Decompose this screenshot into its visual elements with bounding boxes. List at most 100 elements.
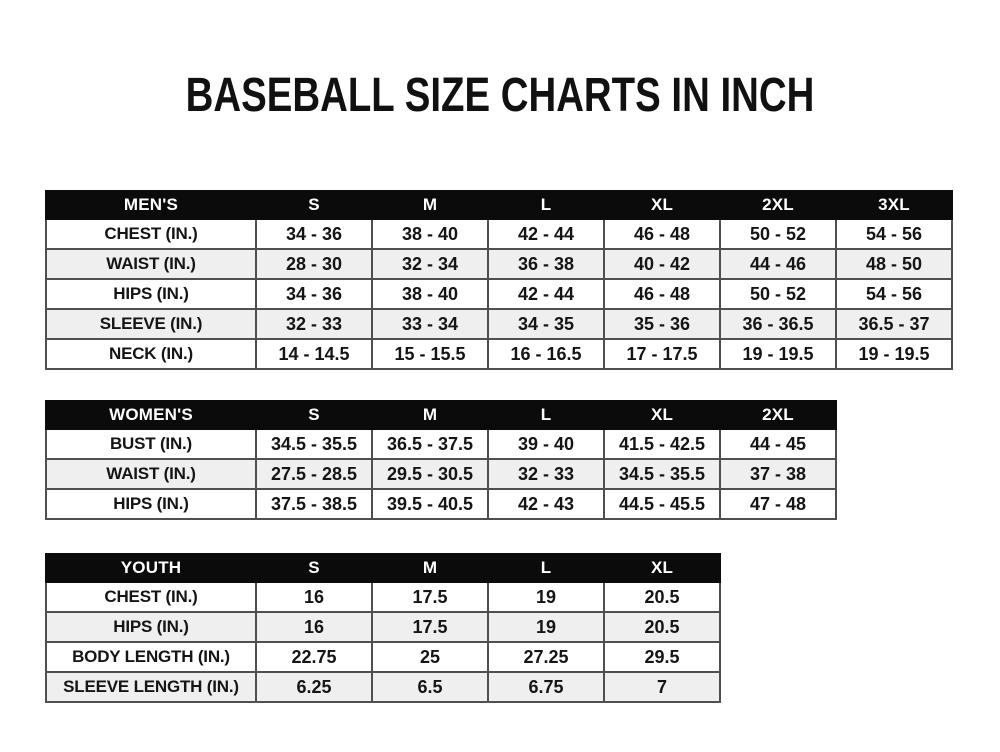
size-value-cell: 44 - 45 <box>719 428 837 460</box>
size-value-cell: 37 - 38 <box>719 458 837 490</box>
mens-table-header: MEN'S S M L XL 2XL 3XL <box>45 190 953 220</box>
size-value-cell: 54 - 56 <box>835 218 953 250</box>
size-value-cell: 38 - 40 <box>371 218 489 250</box>
size-value-cell: 17 - 17.5 <box>603 338 721 370</box>
column-header-l: L <box>487 190 605 220</box>
size-value-cell: 20.5 <box>603 611 721 643</box>
column-header-3xl: 3XL <box>835 190 953 220</box>
table-row: SLEEVE (IN.) 32 - 33 33 - 34 34 - 35 35 - 36… <box>45 308 953 340</box>
size-value-cell: 28 - 30 <box>255 248 373 280</box>
mens-size-table: MEN'S S M L XL 2XL 3XL CHEST (IN.) 34 - 36 38 -… <box>45 190 953 370</box>
size-value-cell: 29.5 - 30.5 <box>371 458 489 490</box>
table-row: WAIST (IN.) 28 - 30 32 - 34 36 - 38 40 - 42 4… <box>45 248 953 280</box>
row-label: WAIST (IN.) <box>45 458 257 490</box>
size-value-cell: 34.5 - 35.5 <box>603 458 721 490</box>
size-value-cell: 41.5 - 42.5 <box>603 428 721 460</box>
row-label: HIPS (IN.) <box>45 488 257 520</box>
size-value-cell: 36.5 - 37 <box>835 308 953 340</box>
size-value-cell: 44.5 - 45.5 <box>603 488 721 520</box>
size-value-cell: 16 <box>255 581 373 613</box>
table-row: CHEST (IN.) 16 17.5 19 20.5 <box>45 581 721 613</box>
table-row: CHEST (IN.) 34 - 36 38 - 40 42 - 44 46 - 48 5… <box>45 218 953 250</box>
size-value-cell: 48 - 50 <box>835 248 953 280</box>
size-value-cell: 27.25 <box>487 641 605 673</box>
row-label: NECK (IN.) <box>45 338 257 370</box>
size-value-cell: 6.25 <box>255 671 373 703</box>
size-value-cell: 47 - 48 <box>719 488 837 520</box>
size-value-cell: 6.5 <box>371 671 489 703</box>
table-row: BODY LENGTH (IN.) 22.75 25 27.25 29.5 <box>45 641 721 673</box>
size-value-cell: 50 - 52 <box>719 278 837 310</box>
table-row: HIPS (IN.) 37.5 - 38.5 39.5 - 40.5 42 - 43 4… <box>45 488 837 520</box>
size-value-cell: 39.5 - 40.5 <box>371 488 489 520</box>
row-label: WAIST (IN.) <box>45 248 257 280</box>
column-header-m: M <box>371 400 489 430</box>
size-value-cell: 22.75 <box>255 641 373 673</box>
size-value-cell: 16 - 16.5 <box>487 338 605 370</box>
column-header-2xl: 2XL <box>719 190 837 220</box>
size-value-cell: 46 - 48 <box>603 218 721 250</box>
row-label: CHEST (IN.) <box>45 218 257 250</box>
size-value-cell: 34 - 36 <box>255 278 373 310</box>
size-value-cell: 19 <box>487 611 605 643</box>
womens-table-header: WOMEN'S S M L XL 2XL <box>45 400 837 430</box>
size-value-cell: 34.5 - 35.5 <box>255 428 373 460</box>
size-value-cell: 32 - 33 <box>255 308 373 340</box>
size-value-cell: 32 - 33 <box>487 458 605 490</box>
row-label: BODY LENGTH (IN.) <box>45 641 257 673</box>
column-header-m: M <box>371 553 489 583</box>
size-value-cell: 44 - 46 <box>719 248 837 280</box>
size-value-cell: 42 - 44 <box>487 218 605 250</box>
table-name-cell-mens: MEN'S <box>45 190 257 220</box>
column-header-xl: XL <box>603 400 721 430</box>
row-label: SLEEVE LENGTH (IN.) <box>45 671 257 703</box>
column-header-xl: XL <box>603 553 721 583</box>
size-value-cell: 36.5 - 37.5 <box>371 428 489 460</box>
size-value-cell: 19 <box>487 581 605 613</box>
column-header-m: M <box>371 190 489 220</box>
size-value-cell: 6.75 <box>487 671 605 703</box>
column-header-s: S <box>255 190 373 220</box>
column-header-s: S <box>255 400 373 430</box>
size-value-cell: 54 - 56 <box>835 278 953 310</box>
header-row: MEN'S S M L XL 2XL 3XL <box>45 190 953 220</box>
youth-size-table: YOUTH S M L XL CHEST (IN.) 16 17.5 19 20.5 HIPS … <box>45 553 721 703</box>
youth-table-header: YOUTH S M L XL <box>45 553 721 583</box>
row-label: CHEST (IN.) <box>45 581 257 613</box>
column-header-s: S <box>255 553 373 583</box>
womens-table-body: BUST (IN.) 34.5 - 35.5 36.5 - 37.5 39 - 40 4… <box>45 428 837 520</box>
size-value-cell: 29.5 <box>603 641 721 673</box>
size-value-cell: 36 - 38 <box>487 248 605 280</box>
table-row: NECK (IN.) 14 - 14.5 15 - 15.5 16 - 16.5 17 … <box>45 338 953 370</box>
row-label: BUST (IN.) <box>45 428 257 460</box>
size-value-cell: 34 - 35 <box>487 308 605 340</box>
size-value-cell: 7 <box>603 671 721 703</box>
size-value-cell: 15 - 15.5 <box>371 338 489 370</box>
size-value-cell: 16 <box>255 611 373 643</box>
row-label: HIPS (IN.) <box>45 278 257 310</box>
header-row: YOUTH S M L XL <box>45 553 721 583</box>
size-value-cell: 27.5 - 28.5 <box>255 458 373 490</box>
size-value-cell: 42 - 43 <box>487 488 605 520</box>
size-value-cell: 34 - 36 <box>255 218 373 250</box>
size-value-cell: 50 - 52 <box>719 218 837 250</box>
womens-size-table: WOMEN'S S M L XL 2XL BUST (IN.) 34.5 - 35.5 36… <box>45 400 837 520</box>
size-value-cell: 17.5 <box>371 611 489 643</box>
youth-table-body: CHEST (IN.) 16 17.5 19 20.5 HIPS (IN.) 16 17.5 1… <box>45 581 721 703</box>
size-value-cell: 33 - 34 <box>371 308 489 340</box>
size-value-cell: 17.5 <box>371 581 489 613</box>
size-value-cell: 19 - 19.5 <box>835 338 953 370</box>
table-row: BUST (IN.) 34.5 - 35.5 36.5 - 37.5 39 - 40 4… <box>45 428 837 460</box>
row-label: SLEEVE (IN.) <box>45 308 257 340</box>
size-value-cell: 25 <box>371 641 489 673</box>
table-row: HIPS (IN.) 34 - 36 38 - 40 42 - 44 46 - 48 50… <box>45 278 953 310</box>
size-value-cell: 38 - 40 <box>371 278 489 310</box>
size-value-cell: 35 - 36 <box>603 308 721 340</box>
column-header-xl: XL <box>603 190 721 220</box>
page-title: BASEBALL SIZE CHARTS IN INCH <box>185 69 815 122</box>
mens-table-body: CHEST (IN.) 34 - 36 38 - 40 42 - 44 46 - 48 5… <box>45 218 953 370</box>
size-value-cell: 32 - 34 <box>371 248 489 280</box>
size-value-cell: 37.5 - 38.5 <box>255 488 373 520</box>
column-header-l: L <box>487 400 605 430</box>
